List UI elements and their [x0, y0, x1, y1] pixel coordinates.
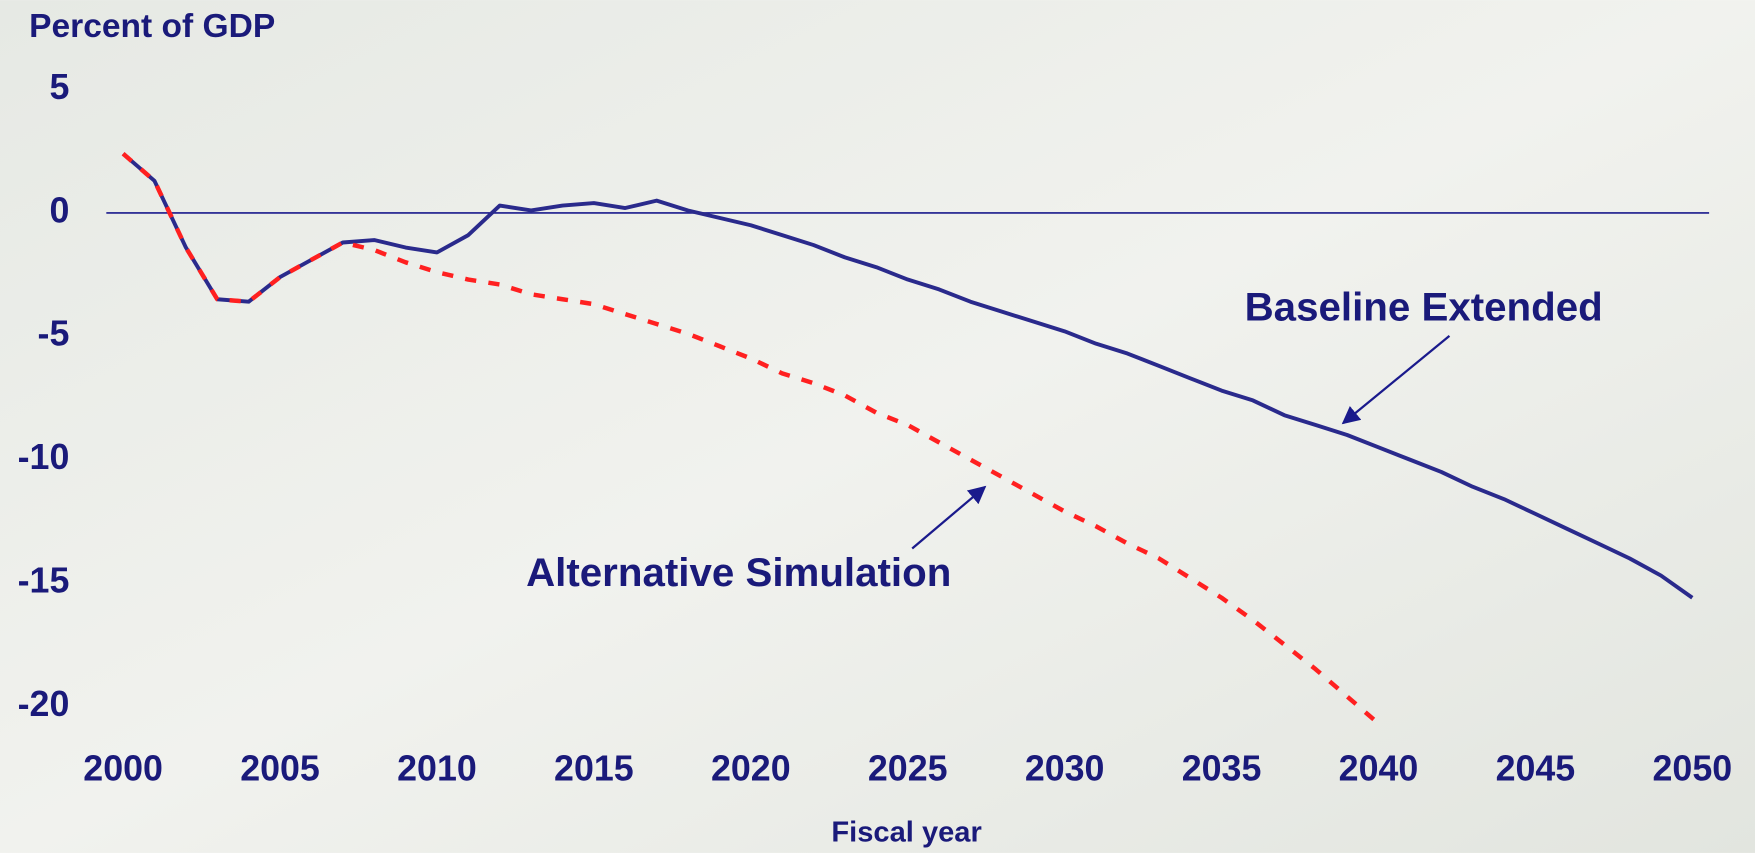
- x-tick-label: 2035: [1182, 749, 1262, 789]
- x-tick-label: 2020: [711, 749, 791, 789]
- series-line: [121, 152, 1694, 600]
- x-tick-label: 2025: [868, 749, 948, 789]
- x-axis-title: Fiscal year: [831, 817, 981, 849]
- annotation-arrow: [911, 485, 987, 550]
- x-tick-label: 2000: [83, 749, 163, 789]
- x-tick-label: 2005: [240, 749, 320, 789]
- series-line: [121, 152, 1380, 726]
- x-tick-label: 2040: [1339, 749, 1419, 789]
- y-axis-title: Percent of GDP: [29, 8, 275, 45]
- series-annotation: Alternative Simulation: [526, 550, 951, 595]
- y-tick-label: 5: [49, 67, 69, 107]
- y-tick-label: -15: [18, 560, 70, 600]
- y-tick-label: -10: [18, 437, 70, 477]
- x-tick-label: 2045: [1496, 749, 1576, 789]
- x-tick-label: 2050: [1653, 749, 1733, 789]
- y-tick-label: -5: [38, 314, 70, 354]
- series-annotation: Baseline Extended: [1245, 285, 1603, 330]
- x-tick-label: 2015: [554, 749, 634, 789]
- y-tick-label: 0: [49, 190, 69, 230]
- x-tick-label: 2030: [1025, 749, 1105, 789]
- annotation-arrow: [1341, 334, 1451, 425]
- x-tick-label: 2010: [397, 749, 477, 789]
- y-tick-label: -20: [18, 684, 70, 724]
